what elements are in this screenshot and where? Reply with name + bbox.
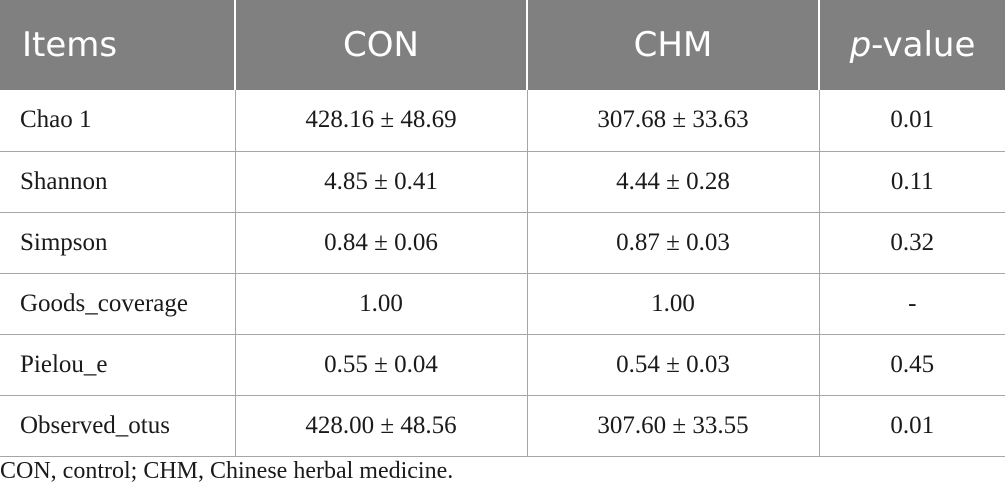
row-item: Chao 1 xyxy=(0,90,236,151)
header-p-prefix: p xyxy=(849,25,872,65)
row-item: Pielou_e xyxy=(0,334,236,395)
row-con: 428.00 ± 48.56 xyxy=(235,395,528,456)
row-item: Shannon xyxy=(0,151,236,212)
table-row: Observed_otus 428.00 ± 48.56 307.60 ± 33… xyxy=(0,395,1005,456)
table-row: Shannon 4.85 ± 0.41 4.44 ± 0.28 0.11 xyxy=(0,151,1005,212)
row-p-value: 0.32 xyxy=(890,228,935,256)
row-item: Simpson xyxy=(0,212,236,273)
header-chm: CHM xyxy=(527,0,820,90)
header-p-suffix: -value xyxy=(871,25,976,65)
alpha-diversity-table: Items CON CHM p-value Chao 1 428.16 ± 48… xyxy=(0,0,1005,456)
table-row: Goods_coverage 1.00 1.00 - xyxy=(0,273,1005,334)
row-p-value: - xyxy=(908,289,917,317)
row-chm: 307.68 ± 33.63 xyxy=(527,90,820,151)
row-item: Goods_coverage xyxy=(0,273,236,334)
header-p-value: p-value xyxy=(819,0,1005,90)
row-p-value: 0.01 xyxy=(890,411,935,439)
table-row: Chao 1 428.16 ± 48.69 307.68 ± 33.63 0.0… xyxy=(0,90,1005,151)
header-items: Items xyxy=(0,0,236,90)
row-chm: 4.44 ± 0.28 xyxy=(527,151,820,212)
row-chm: 1.00 xyxy=(527,273,820,334)
row-con: 1.00 xyxy=(235,273,528,334)
table-header-row: Items CON CHM p-value xyxy=(0,0,1005,90)
table-row: Simpson 0.84 ± 0.06 0.87 ± 0.03 0.32 xyxy=(0,212,1005,273)
row-chm: 307.60 ± 33.55 xyxy=(527,395,820,456)
row-p-value: 0.01 xyxy=(890,106,935,134)
row-chm: 0.54 ± 0.03 xyxy=(527,334,820,395)
row-con: 0.84 ± 0.06 xyxy=(235,212,528,273)
row-con: 4.85 ± 0.41 xyxy=(235,151,528,212)
row-p-value: 0.45 xyxy=(890,350,935,378)
row-p-value: 0.11 xyxy=(890,167,934,195)
row-con: 0.55 ± 0.04 xyxy=(235,334,528,395)
row-chm: 0.87 ± 0.03 xyxy=(527,212,820,273)
header-con: CON xyxy=(235,0,528,90)
row-con: 428.16 ± 48.69 xyxy=(235,90,528,151)
row-item: Observed_otus xyxy=(0,395,236,456)
table-row: Pielou_e 0.55 ± 0.04 0.54 ± 0.03 0.45 xyxy=(0,334,1005,395)
data-table-container: Items CON CHM p-value Chao 1 428.16 ± 48… xyxy=(0,0,1005,456)
table-footnote: CON, control; CHM, Chinese herbal medici… xyxy=(0,458,454,484)
